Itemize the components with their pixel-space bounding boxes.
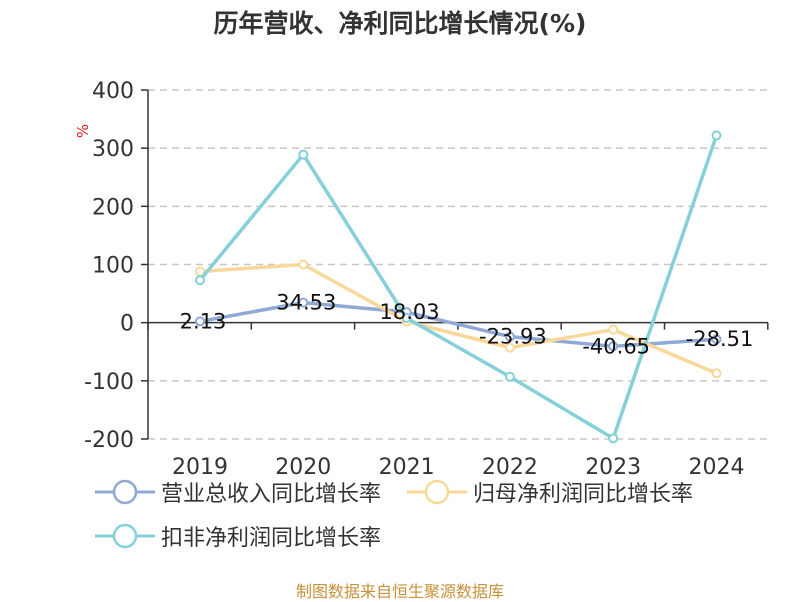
series-point	[195, 275, 205, 286]
series-point	[298, 149, 309, 160]
legend-item-revenue[interactable]: 营业总收入同比增长率	[95, 472, 381, 512]
x-tick-label: 2023	[585, 455, 641, 480]
series-line-0	[199, 300, 717, 349]
y-tick-label: 100	[92, 254, 134, 279]
series-point	[298, 297, 309, 308]
legend-item-net-profit[interactable]: 归母净利润同比增长率	[407, 472, 693, 512]
series-point	[608, 324, 619, 335]
data-label: 2.13	[180, 309, 227, 333]
data-labels: 2.13 34.53 18.03 -23.93 -40.65 -28.51	[180, 291, 754, 359]
legend-marker-revenue	[95, 479, 155, 505]
series-layer	[195, 130, 722, 444]
legend-marker-net-profit	[407, 479, 467, 505]
series-line-1	[199, 262, 718, 375]
data-label: 34.53	[276, 291, 336, 315]
axes: 400 300 200 100 0 -100 -200% 2019 2020 2021 2022 20…	[74, 79, 769, 480]
series-point	[608, 433, 619, 444]
x-tick-label: 2021	[379, 455, 435, 480]
series-point	[401, 313, 412, 324]
grid-lines	[148, 89, 768, 440]
y-tick-label: -100	[84, 370, 134, 395]
legend: 营业总收入同比增长率 归母净利润同比增长率 扣非净利润同比增长率	[0, 470, 800, 560]
series-point	[504, 331, 515, 342]
series-point	[504, 342, 515, 353]
series-point	[711, 130, 722, 141]
y-tick-label: 200	[92, 195, 134, 220]
source-footer: 制图数据来自恒生聚源数据库	[295, 582, 504, 601]
x-tick-label: 2019	[172, 455, 228, 480]
series-point	[608, 341, 619, 352]
y-tick-label: 400	[92, 79, 134, 104]
legend-label-deducted-profit: 扣非净利润同比增长率	[161, 526, 382, 551]
data-label: -40.65	[582, 334, 650, 358]
x-tick-label: 2024	[689, 455, 745, 480]
series-point	[711, 368, 722, 379]
chart-title: 历年营收、净利同比增长情况(%)	[213, 9, 587, 38]
series-point	[195, 316, 205, 327]
legend-marker-deducted-profit	[95, 523, 155, 549]
legend-item-deducted-profit[interactable]: 扣非净利润同比增长率	[95, 516, 381, 556]
data-label: -28.51	[686, 327, 754, 351]
y-tick-label: 0	[120, 312, 134, 337]
legend-label-revenue: 营业总收入同比增长率	[161, 482, 382, 507]
series-point	[298, 259, 309, 270]
legend-label-net-profit: 归母净利润同比增长率	[473, 482, 694, 507]
series-point	[711, 334, 722, 345]
y-tick-label: 300	[92, 137, 134, 162]
series-line-2	[198, 134, 719, 441]
y-tick-label: -200	[84, 428, 134, 453]
x-tick-label: 2022	[482, 455, 538, 480]
series-point	[504, 371, 515, 382]
y-axis-unit-label: %	[74, 124, 92, 138]
x-tick-label: 2020	[275, 455, 331, 480]
data-label: 18.03	[380, 300, 440, 324]
data-label: -23.93	[479, 325, 547, 349]
